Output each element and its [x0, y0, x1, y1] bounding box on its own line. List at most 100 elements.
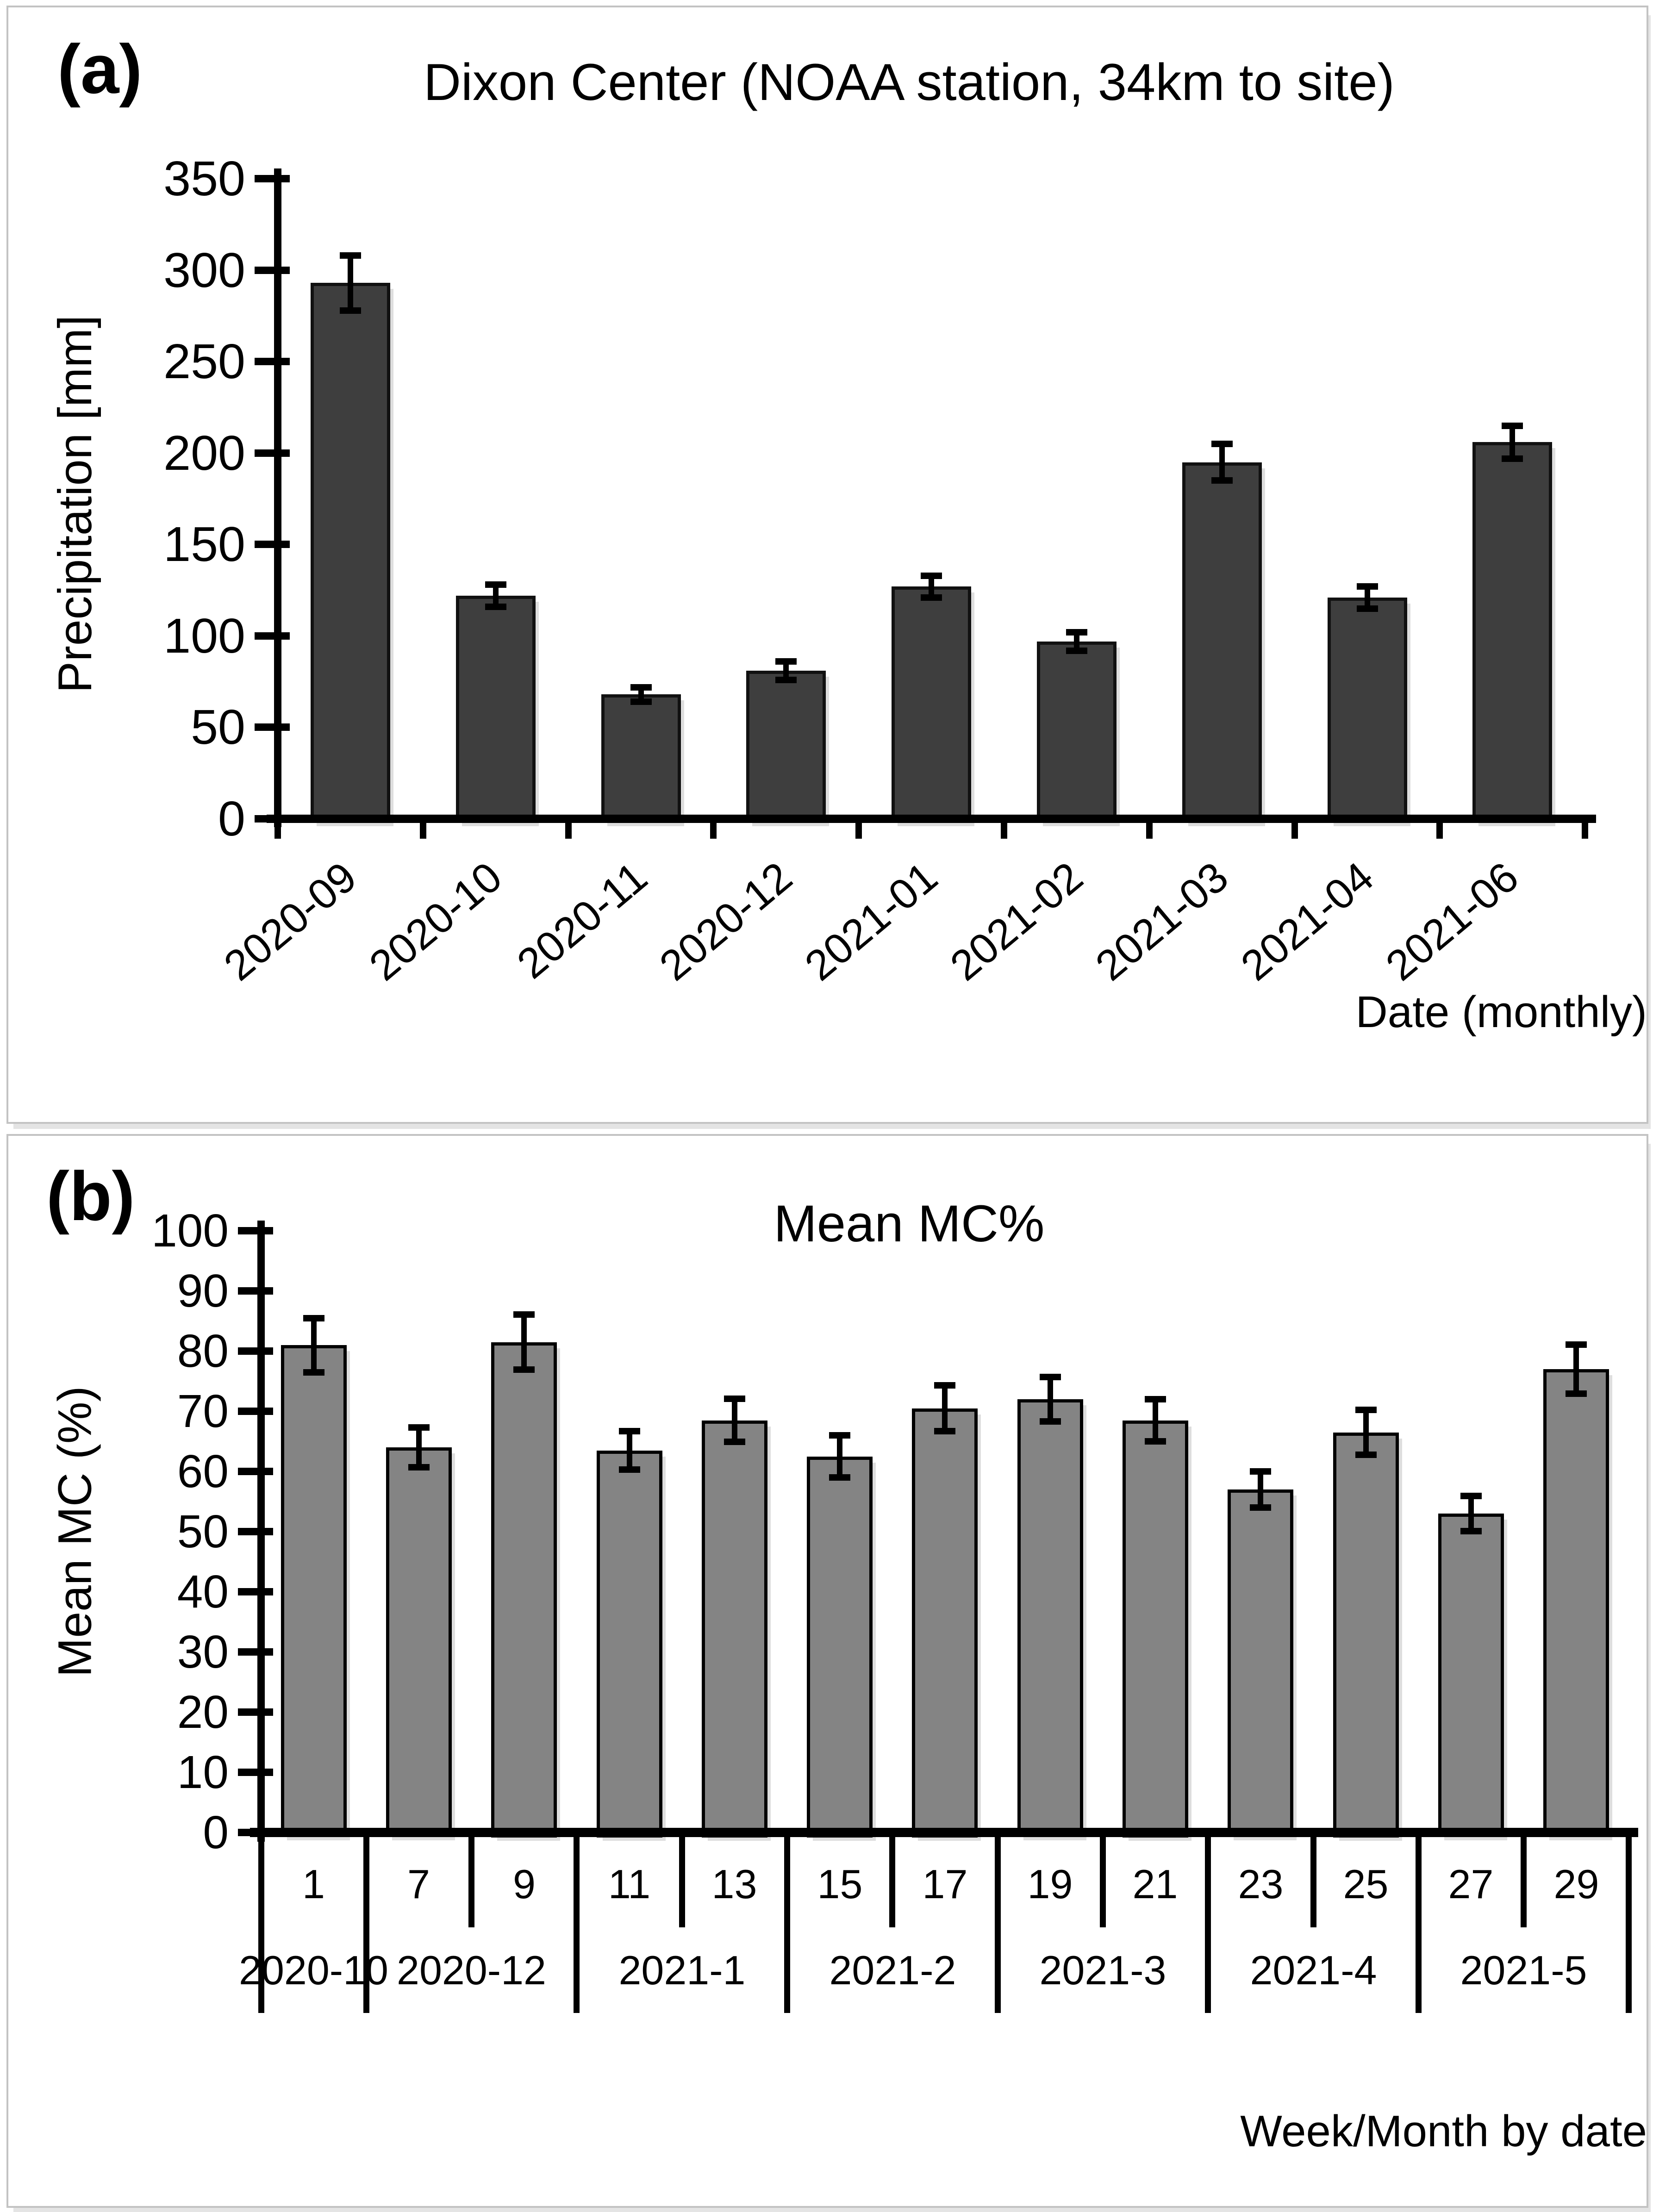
week-cell-label-9: 9: [513, 1861, 536, 1907]
x-axis-line: [250, 1828, 1638, 1837]
error-bar-cap-top: [921, 573, 942, 579]
bar-17: [912, 1408, 978, 1838]
error-bar-cap-top: [1357, 583, 1378, 590]
error-bar-cap-bottom: [724, 1439, 745, 1445]
x-axis-line: [267, 815, 1596, 823]
y-tick: [238, 1648, 273, 1656]
week-divider: [1521, 1836, 1527, 1927]
x-tick: [1436, 822, 1443, 839]
y-tick: [238, 1408, 273, 1415]
error-bar-cap-top: [1460, 1493, 1482, 1499]
error-bar-whisker: [1363, 1410, 1369, 1454]
y-tick: [238, 1468, 273, 1475]
panel-a: (a) Dixon Center (NOAA station, 34km to …: [6, 6, 1648, 1124]
panel-a-label: (a): [57, 30, 143, 108]
y-tick-label: 100: [151, 1205, 229, 1257]
error-bar-whisker: [1573, 1345, 1579, 1394]
error-bar-cap-bottom: [1355, 1452, 1377, 1458]
y-tick: [238, 1347, 273, 1355]
week-cell-label-13: 13: [711, 1861, 757, 1907]
bar-25: [1333, 1433, 1399, 1838]
week-divider: [679, 1836, 685, 1927]
y-tick: [255, 541, 290, 548]
bar-2020-12: [746, 671, 826, 823]
week-divider: [1100, 1836, 1106, 1927]
error-bar-whisker: [929, 576, 934, 598]
y-tick-label: 50: [177, 1506, 229, 1558]
bar-1: [281, 1345, 347, 1837]
chart-a-plot-area: 0 50 100 150 200 250 300 350 2020-09 2020-10 2020-…: [8, 7, 1643, 1118]
error-bar-cap-bottom: [630, 698, 652, 705]
y-tick-label: 70: [177, 1385, 229, 1437]
y-tick: [238, 1528, 273, 1535]
bar-9: [491, 1342, 557, 1838]
error-bar-cap-top: [775, 658, 797, 665]
y-tick: [255, 175, 290, 182]
week-cell-label-17: 17: [922, 1861, 968, 1907]
week-divider: [889, 1836, 895, 1927]
error-bar-whisker: [627, 1431, 632, 1470]
week-cell-label-25: 25: [1343, 1861, 1389, 1907]
x-tick: [274, 822, 281, 839]
error-bar-cap-top: [1502, 423, 1523, 429]
week-cell-label-11: 11: [608, 1861, 651, 1907]
chart-a-x-axis-title: Date (monthly): [1355, 987, 1647, 1037]
bar-21: [1123, 1421, 1188, 1838]
week-divider: [468, 1836, 474, 1927]
error-bar-cap-top: [303, 1315, 324, 1321]
bar-2020-10: [456, 596, 536, 823]
x-tick: [565, 822, 572, 839]
error-bar-whisker: [493, 585, 499, 606]
x-tick: [420, 822, 426, 839]
y-tick: [238, 1227, 273, 1234]
bar-15: [807, 1457, 873, 1838]
panel-b-label: (b): [46, 1157, 135, 1235]
bar-2021-06: [1472, 442, 1552, 823]
error-bar-whisker: [521, 1315, 527, 1370]
week-cell-label-21: 21: [1132, 1861, 1178, 1907]
error-bar-whisker: [1258, 1471, 1263, 1508]
error-bar-cap-bottom: [1250, 1504, 1271, 1511]
error-bar-cap-top: [829, 1432, 850, 1439]
week-cell-label-19: 19: [1027, 1861, 1073, 1907]
month-cell-label-2021-2: 2021-2: [829, 1947, 956, 1993]
chart-b-x-axis-title: Week/Month by date: [1240, 2106, 1647, 2156]
error-bar-cap-top: [630, 684, 652, 691]
bar-2021-04: [1328, 598, 1407, 823]
y-tick: [238, 1769, 273, 1776]
y-tick-label: 0: [218, 791, 245, 846]
error-bar-cap-bottom: [1066, 648, 1087, 654]
error-bar-cap-top: [1145, 1396, 1166, 1402]
x-tick: [855, 822, 862, 839]
panel-b: (b) Mean MC% Mean MC (%) 0 10 20 30 40 50 60 70…: [6, 1134, 1648, 2208]
error-bar-cap-bottom: [934, 1428, 955, 1434]
month-divider: [574, 1836, 580, 2013]
month-cell-label-2021-1: 2021-1: [618, 1947, 746, 1993]
month-cell-label-2020-10: 2020-10: [239, 1947, 388, 1993]
error-bar-cap-top: [1250, 1468, 1271, 1475]
error-bar-cap-bottom: [1566, 1390, 1587, 1397]
y-axis-line: [274, 168, 281, 827]
y-tick-label: 60: [177, 1446, 229, 1497]
month-cell-label-2021-5: 2021-5: [1460, 1947, 1587, 1993]
error-bar-cap-bottom: [303, 1369, 324, 1376]
y-tick: [255, 267, 290, 274]
error-bar-whisker: [1365, 586, 1370, 608]
y-tick-label: 100: [163, 609, 245, 663]
month-divider: [995, 1836, 1001, 2013]
week-cell-label-23: 23: [1238, 1861, 1284, 1907]
bar-2020-09: [311, 283, 390, 823]
y-tick-label: 0: [203, 1807, 229, 1858]
error-bar-whisker: [1468, 1496, 1474, 1531]
y-tick: [255, 358, 290, 365]
y-tick: [238, 1588, 273, 1595]
bar-27: [1438, 1514, 1504, 1837]
y-tick-label: 40: [177, 1566, 229, 1618]
chart-b-title: Mean MC%: [773, 1195, 1045, 1252]
error-bar-whisker: [732, 1399, 737, 1442]
y-tick: [238, 1708, 273, 1716]
y-tick-label: 20: [177, 1686, 229, 1738]
y-tick: [255, 449, 290, 457]
error-bar-cap-top: [408, 1424, 430, 1431]
y-tick-label: 250: [163, 334, 245, 389]
